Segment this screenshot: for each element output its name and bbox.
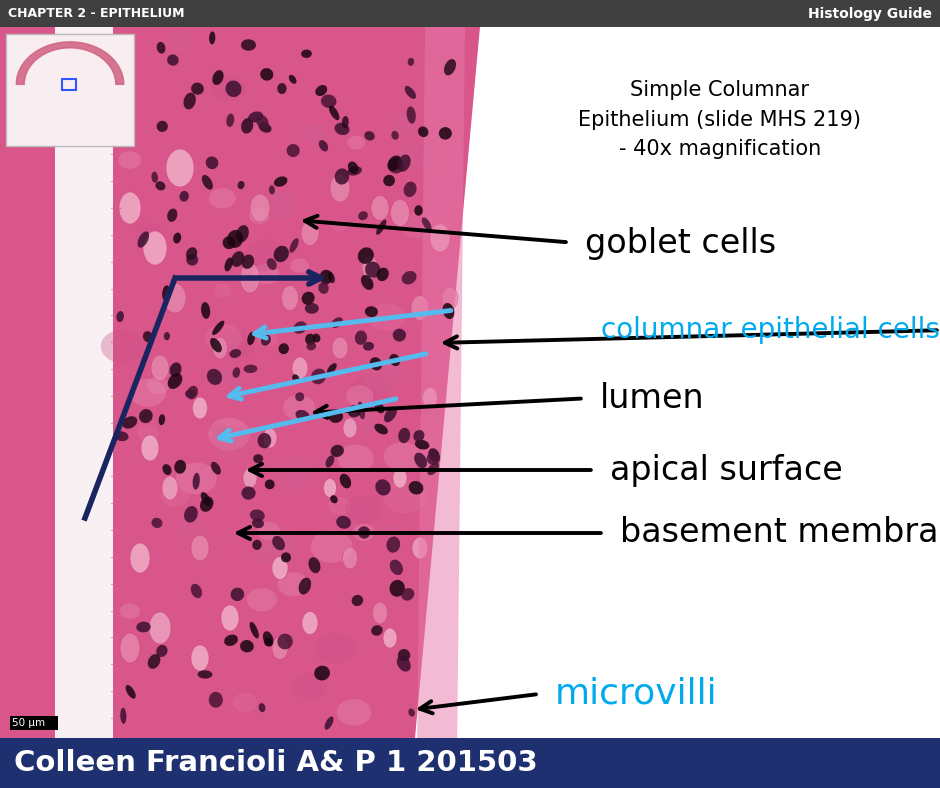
Ellipse shape [119,192,141,224]
Text: lumen: lumen [600,381,705,414]
Ellipse shape [354,330,368,345]
Ellipse shape [209,188,236,209]
Text: apical surface: apical surface [610,454,843,486]
Ellipse shape [229,349,242,358]
Ellipse shape [384,175,395,186]
Ellipse shape [305,303,319,314]
Ellipse shape [191,584,202,598]
Ellipse shape [211,75,246,102]
Ellipse shape [256,114,269,128]
Ellipse shape [348,166,362,176]
Ellipse shape [269,185,275,195]
Ellipse shape [210,338,222,352]
Bar [6,34,134,146]
Ellipse shape [418,126,429,137]
Ellipse shape [126,685,135,699]
Text: Colleen Francioli A& P 1 201503: Colleen Francioli A& P 1 201503 [14,749,538,777]
Ellipse shape [308,557,321,573]
Ellipse shape [130,543,150,573]
Ellipse shape [197,671,212,678]
Ellipse shape [186,254,198,266]
Ellipse shape [422,217,431,231]
Ellipse shape [116,106,125,121]
Ellipse shape [137,232,149,247]
Ellipse shape [245,240,287,272]
Ellipse shape [253,264,279,284]
Ellipse shape [387,155,401,171]
Ellipse shape [300,124,327,144]
Ellipse shape [331,318,343,328]
FancyArrowPatch shape [229,354,426,399]
Ellipse shape [211,423,227,435]
Ellipse shape [401,588,415,600]
Ellipse shape [186,247,197,260]
Ellipse shape [377,268,389,281]
Ellipse shape [302,292,315,305]
Ellipse shape [342,116,349,128]
Ellipse shape [167,54,179,65]
Ellipse shape [225,258,233,271]
Ellipse shape [314,666,330,681]
Ellipse shape [176,463,217,494]
Ellipse shape [365,262,381,278]
Ellipse shape [409,481,423,495]
Ellipse shape [389,113,417,135]
Ellipse shape [281,552,291,563]
Ellipse shape [388,158,404,173]
Ellipse shape [398,649,410,661]
Ellipse shape [250,622,258,638]
Ellipse shape [156,645,167,657]
Bar [0,0,940,27]
Ellipse shape [165,31,192,50]
Ellipse shape [312,333,321,343]
Ellipse shape [302,611,318,634]
Ellipse shape [372,602,387,624]
Ellipse shape [226,80,242,97]
Ellipse shape [407,106,415,124]
Ellipse shape [358,211,368,220]
Ellipse shape [157,121,168,132]
Ellipse shape [191,83,204,95]
Bar [62,79,76,90]
Ellipse shape [261,334,271,346]
Polygon shape [16,42,124,84]
Ellipse shape [274,246,289,262]
Ellipse shape [320,269,333,284]
Ellipse shape [260,68,274,80]
Ellipse shape [430,224,450,252]
Ellipse shape [415,440,430,449]
FancyArrowPatch shape [250,464,591,476]
Ellipse shape [352,595,363,606]
Ellipse shape [419,402,440,418]
Ellipse shape [222,333,255,359]
Ellipse shape [411,296,429,321]
Ellipse shape [278,344,289,354]
Ellipse shape [376,220,386,235]
Text: basement membrane: basement membrane [620,516,940,549]
Bar [0,738,940,788]
Ellipse shape [207,369,222,385]
Ellipse shape [281,285,299,310]
Ellipse shape [167,374,182,389]
Ellipse shape [348,162,358,174]
Ellipse shape [327,363,337,374]
Ellipse shape [122,416,137,429]
Ellipse shape [177,516,209,540]
Ellipse shape [400,141,442,173]
Ellipse shape [428,463,439,475]
Ellipse shape [283,395,316,420]
Ellipse shape [166,149,194,187]
Ellipse shape [358,526,370,539]
Ellipse shape [369,357,383,370]
Ellipse shape [191,535,209,561]
Polygon shape [415,27,940,738]
FancyArrowPatch shape [420,694,536,713]
Ellipse shape [120,633,140,663]
Ellipse shape [310,530,352,563]
Ellipse shape [389,580,405,597]
Ellipse shape [321,95,337,108]
Text: Simple Columnar
Epithelium (slide MHS 219)
- 40x magnification: Simple Columnar Epithelium (slide MHS 21… [578,80,861,159]
Ellipse shape [383,628,397,648]
Ellipse shape [136,622,150,633]
Ellipse shape [241,39,256,50]
